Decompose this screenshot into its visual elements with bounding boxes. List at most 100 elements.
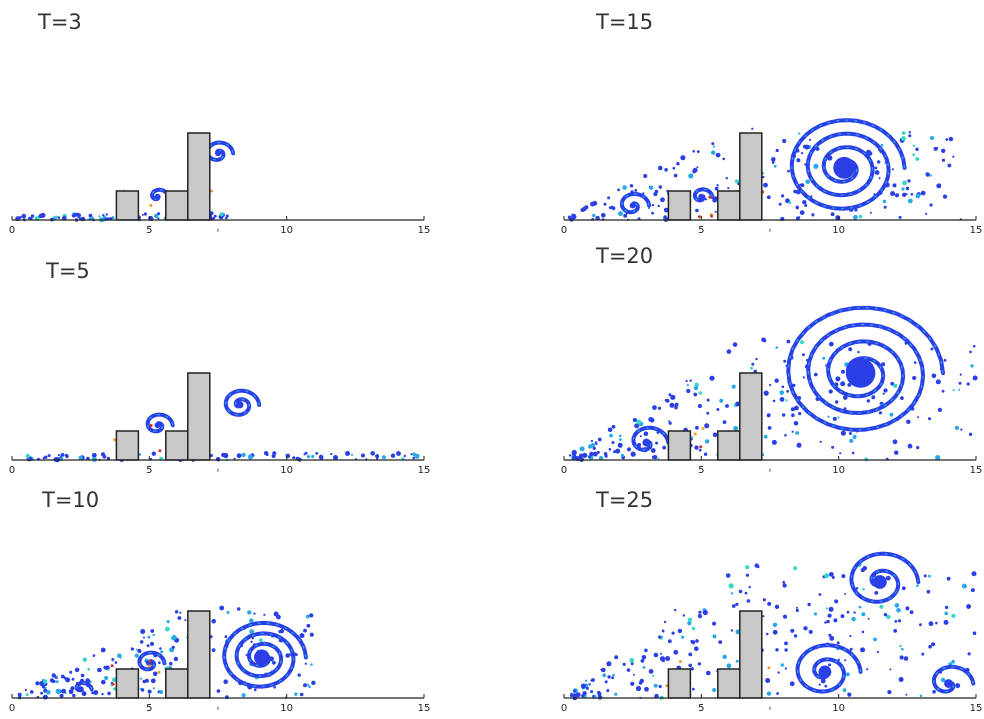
panel-title: T=3 (38, 10, 82, 34)
flow-particle (105, 213, 109, 216)
flow-particle (46, 690, 51, 695)
flow-particle (800, 152, 804, 155)
flow-particle (639, 435, 642, 438)
flow-particle (744, 591, 748, 595)
flow-particle (940, 677, 946, 683)
flow-particle (669, 402, 675, 408)
flow-particle (735, 659, 739, 663)
flow-particle (592, 446, 596, 450)
x-tick-label: 15 (418, 225, 431, 236)
flow-particle (866, 668, 869, 671)
flow-particle (137, 648, 141, 652)
flow-particle (711, 142, 715, 146)
obstacle-block (165, 430, 189, 461)
flow-particle (25, 693, 29, 697)
flow-particle (141, 213, 144, 216)
flow-particle (907, 198, 913, 204)
flow-particle (622, 185, 627, 190)
flow-particle (634, 423, 640, 429)
flow-particle (55, 675, 58, 678)
flow-particle (802, 353, 805, 357)
flow-particle (725, 404, 729, 408)
flow-particle (687, 621, 692, 626)
flow-particle (712, 145, 715, 148)
flow-particle (766, 195, 771, 200)
flow-particle (910, 193, 914, 196)
flow-particle (731, 384, 736, 389)
flow-particle (211, 618, 216, 624)
flow-particle (595, 215, 600, 221)
flow-particle (706, 398, 710, 402)
flow-particle (641, 655, 647, 660)
flow-particle (849, 635, 852, 638)
flow-particle (690, 667, 694, 671)
obstacle-block (739, 132, 763, 221)
flow-particle (881, 362, 886, 367)
flow-particle (835, 376, 841, 382)
flow-particle (825, 607, 828, 610)
flow-particle (303, 683, 307, 688)
flow-particle (948, 136, 954, 142)
flow-particle (311, 454, 315, 459)
flow-particle (698, 391, 702, 395)
flow-particle (793, 189, 797, 194)
flow-particle (738, 589, 743, 594)
flow-particle (179, 611, 182, 614)
vortex-core-line (223, 622, 307, 688)
flow-particle (308, 685, 311, 689)
x-tick-label: 15 (418, 465, 431, 476)
flow-particle (697, 662, 701, 666)
flow-particle (899, 655, 904, 660)
hot-particle (701, 427, 705, 431)
hot-particle (111, 682, 115, 686)
flow-particle (134, 653, 139, 658)
flow-particle (627, 447, 631, 452)
panel-title: T=5 (46, 259, 90, 283)
flow-particle (894, 620, 898, 623)
flow-particle (891, 168, 894, 171)
flow-particle (247, 454, 254, 460)
flow-particle (642, 666, 646, 669)
flow-particle (880, 143, 884, 147)
flow-particle (818, 593, 822, 596)
flow-particle (241, 452, 246, 458)
flow-particle (958, 381, 962, 385)
flow-particle (307, 683, 310, 686)
flow-particle (811, 213, 815, 217)
flow-particle (972, 375, 978, 381)
flow-particle (60, 674, 65, 679)
flow-particle (671, 631, 675, 635)
flow-particle (943, 358, 947, 362)
flow-particle (59, 456, 62, 459)
flow-particle (782, 583, 787, 588)
flow-particle (211, 648, 216, 652)
flow-particle (333, 455, 338, 460)
flow-particle (905, 606, 910, 611)
flow-particle (272, 451, 277, 456)
x-tick-label: 5 (698, 703, 704, 714)
flow-particle (620, 453, 625, 457)
flow-particle (288, 653, 291, 656)
flow-particle (855, 587, 859, 590)
flow-particle (687, 617, 693, 622)
flow-particle (951, 659, 955, 664)
flow-particle (651, 203, 655, 207)
flow-particle (787, 169, 790, 173)
flow-particle (915, 157, 920, 161)
flow-particle (795, 431, 799, 435)
flow-particle (828, 341, 834, 347)
vortex-core (254, 649, 270, 666)
vortex-core-line (694, 188, 713, 202)
x-tick-label: 0 (561, 703, 567, 714)
obstacle-block (165, 668, 189, 699)
flow-plot: 0 5 10 15 x (561, 118, 982, 236)
hot-particle (767, 666, 771, 670)
flow-particle (688, 663, 692, 668)
flow-particle (766, 691, 772, 696)
flow-particle (668, 393, 672, 397)
flow-particle (889, 668, 892, 671)
flow-particle (796, 158, 801, 163)
flow-particle (735, 602, 739, 606)
flow-particle (893, 629, 898, 633)
flow-particle (104, 675, 109, 681)
